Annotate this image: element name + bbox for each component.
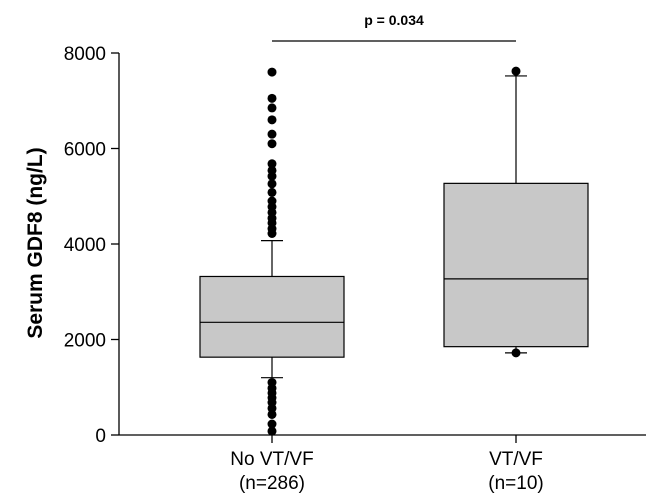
outlier-point [512,67,521,76]
outlier-point [268,103,277,112]
y-tick-label: 8000 [64,44,106,65]
y-tick-label: 2000 [64,331,106,352]
box-1 [200,68,344,436]
y-axis-ticks: 0 2000 4000 6000 8000 [64,44,119,447]
outlier-point [268,130,277,139]
y-tick-label: 4000 [64,235,106,256]
iqr-box [200,276,344,357]
outlier-point [268,68,277,77]
outlier-point [268,159,277,168]
outlier-point [268,94,277,103]
y-tick-label: 6000 [64,140,106,161]
outlier-point [512,348,521,357]
outlier-point [268,420,277,429]
p-value-label: p = 0.034 [364,12,424,28]
boxes [200,67,588,436]
outlier-point [268,139,277,148]
significance-annotation: p = 0.034 [272,12,516,41]
category-n-label: (n=10) [488,473,543,494]
y-axis-title: Serum GDF8 (ng/L) [24,147,47,338]
category-label: No VT/VF [230,449,313,470]
category-n-label: (n=286) [239,473,305,494]
y-tick-label: 0 [95,426,106,447]
category-labels: No VT/VF (n=286) VT/VF (n=10) [230,449,543,494]
iqr-box [444,183,588,346]
category-label: VT/VF [489,449,543,470]
outlier-point [268,188,277,197]
box-2 [444,67,588,358]
outlier-point [268,197,277,206]
outlier-point [268,115,277,124]
outlier-point [268,378,277,387]
